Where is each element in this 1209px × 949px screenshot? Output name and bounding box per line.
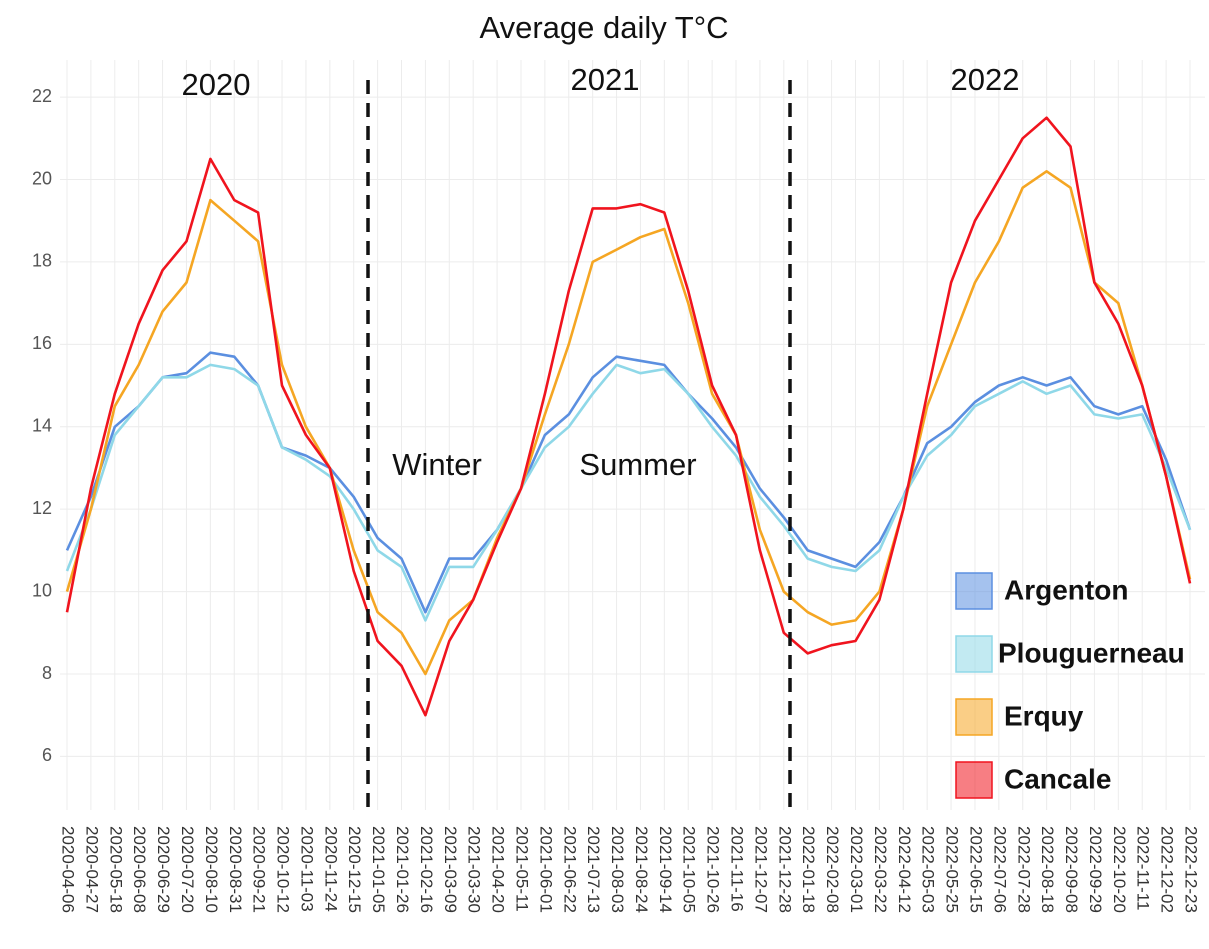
x-tick-label: 2022-02-08 <box>823 826 842 913</box>
x-tick-label: 2020-08-31 <box>226 826 245 913</box>
x-tick-label: 2021-12-28 <box>775 826 794 913</box>
legend-swatch <box>955 761 993 799</box>
x-tick-label: 2020-11-24 <box>321 826 340 912</box>
x-tick-label: 2020-10-12 <box>274 826 293 913</box>
x-tick-label: 2022-06-15 <box>966 826 985 913</box>
series-line <box>65 170 1192 676</box>
series-line <box>65 363 1192 622</box>
x-tick-label: 2020-12-15 <box>345 826 364 913</box>
x-tick-label: 2022-12-23 <box>1182 826 1201 913</box>
y-tick-label: 22 <box>32 86 52 106</box>
lines <box>65 116 1192 717</box>
x-tick-label: 2021-07-13 <box>584 826 603 913</box>
x-tick-label: 2021-09-14 <box>656 826 675 913</box>
x-tick-label: 2022-05-25 <box>943 826 962 913</box>
y-tick-label: 10 <box>32 580 52 600</box>
y-tick-label: 20 <box>32 168 52 188</box>
x-tick-label: 2021-05-11 <box>512 826 531 912</box>
x-tick-label: 2020-11-03 <box>297 826 316 912</box>
x-tick-label: 2020-05-18 <box>106 826 125 913</box>
grid <box>60 60 1205 810</box>
y-tick-label: 14 <box>32 416 52 436</box>
x-tick-label: 2022-08-18 <box>1038 826 1057 913</box>
x-tick-label: 2022-11-11 <box>1134 826 1153 910</box>
x-tick-label: 2022-09-08 <box>1062 826 1081 913</box>
legend-swatch <box>955 698 993 736</box>
x-tick-label: 2021-08-24 <box>632 826 651 913</box>
y-tick-label: 16 <box>32 333 52 353</box>
x-tick-label: 2021-03-30 <box>465 826 484 913</box>
x-tick-label: 2020-06-08 <box>130 826 149 913</box>
x-tick-label: 2020-09-21 <box>250 826 269 913</box>
x-tick-label: 2021-08-03 <box>608 826 627 913</box>
y-tick-label: 6 <box>42 745 52 765</box>
x-tick-label: 2022-07-28 <box>1014 826 1033 913</box>
annotation: Winter <box>392 447 482 482</box>
series-line <box>65 116 1192 717</box>
x-tick-label: 2020-06-29 <box>154 826 173 913</box>
series-line <box>65 351 1192 614</box>
annotation: 2020 <box>182 67 251 102</box>
x-tick-label: 2020-04-06 <box>59 826 78 913</box>
y-tick-label: 18 <box>32 251 52 271</box>
x-tick-label: 2022-05-03 <box>919 826 938 913</box>
x-tick-label: 2021-10-05 <box>680 826 699 913</box>
legend-label: Cancale <box>1004 763 1111 794</box>
chart-title: Average daily T°C <box>479 10 728 45</box>
x-tick-label: 2021-01-05 <box>369 826 388 913</box>
x-tick-label: 2022-01-18 <box>799 826 818 913</box>
annotation: Summer <box>579 447 696 482</box>
x-tick-label: 2021-10-26 <box>704 826 723 913</box>
x-tick-label: 2022-12-02 <box>1158 826 1177 913</box>
x-tick-label: 2022-09-29 <box>1086 826 1105 913</box>
x-tick-label: 2020-08-10 <box>202 826 221 913</box>
x-tick-label: 2020-04-27 <box>82 826 101 913</box>
x-tick-label: 2022-03-22 <box>871 826 890 913</box>
annotation: 2021 <box>571 62 640 97</box>
legend-label: Erquy <box>1004 700 1084 731</box>
y-tick-label: 12 <box>32 498 52 518</box>
x-tick-label: 2021-06-22 <box>560 826 579 913</box>
x-tick-label: 2021-02-16 <box>417 826 436 913</box>
x-tick-label: 2021-11-16 <box>728 826 747 912</box>
legend-label: Plouguerneau <box>998 637 1185 668</box>
x-tick-label: 2021-03-09 <box>441 826 460 913</box>
legend-label: Argenton <box>1004 574 1128 605</box>
x-tick-label: 2022-10-20 <box>1110 826 1129 913</box>
x-tick-label: 2021-01-26 <box>393 826 412 913</box>
y-tick-label: 8 <box>42 663 52 683</box>
annotation: 2022 <box>951 62 1020 97</box>
x-tick-label: 2021-04-20 <box>489 826 508 913</box>
x-tick-label: 2021-06-01 <box>536 826 555 913</box>
legend-swatch <box>955 572 993 610</box>
x-tick-label: 2021-12-07 <box>751 826 770 913</box>
legend-swatch <box>955 635 993 673</box>
x-tick-label: 2022-03-01 <box>847 826 866 913</box>
x-tick-label: 2022-04-12 <box>895 826 914 913</box>
x-tick-label: 2020-07-20 <box>178 826 197 913</box>
x-tick-label: 2022-07-06 <box>990 826 1009 913</box>
